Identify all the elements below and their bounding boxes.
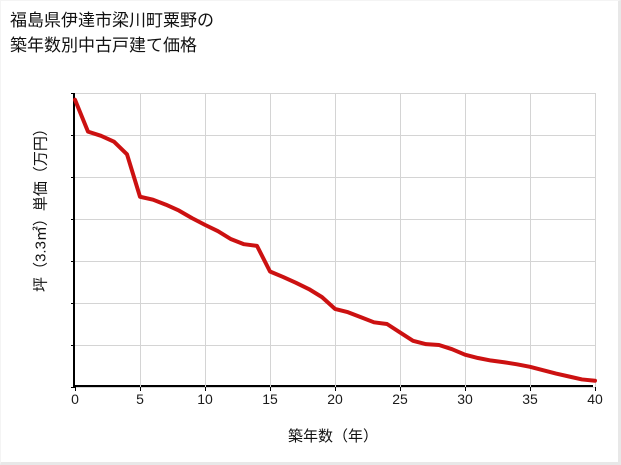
gridline-vertical <box>140 93 141 387</box>
x-tick-label: 20 <box>327 391 343 407</box>
y-tick-mark <box>71 387 75 388</box>
x-tick-mark <box>270 387 271 391</box>
x-tick-mark <box>400 387 401 391</box>
x-tick-mark <box>205 387 206 391</box>
gridline-vertical <box>465 93 466 387</box>
x-tick-label: 15 <box>262 391 278 407</box>
y-tick-mark <box>71 219 75 220</box>
y-tick-mark <box>71 93 75 94</box>
gridline-vertical <box>530 93 531 387</box>
price-trend-line <box>73 97 597 383</box>
y-tick-mark <box>71 177 75 178</box>
x-tick-mark <box>530 387 531 391</box>
x-tick-mark <box>465 387 466 391</box>
x-tick-label: 40 <box>587 391 603 407</box>
x-tick-mark <box>75 387 76 391</box>
gridline-vertical <box>270 93 271 387</box>
x-tick-mark <box>595 387 596 391</box>
y-tick-mark <box>71 261 75 262</box>
x-tick-mark <box>140 387 141 391</box>
x-tick-label: 30 <box>457 391 473 407</box>
gridline-vertical <box>595 93 596 387</box>
gridline-vertical <box>400 93 401 387</box>
y-tick-mark <box>71 135 75 136</box>
x-axis-label: 築年数（年） <box>287 428 378 445</box>
x-tick-label: 5 <box>136 391 144 407</box>
gridline-vertical <box>205 93 206 387</box>
y-axis-label: 坪（3.3㎡）単価（万円） <box>32 121 50 292</box>
x-tick-label: 25 <box>392 391 408 407</box>
x-tick-mark <box>335 387 336 391</box>
page-title: 福島県伊達市梁川町粟野の 築年数別中古戸建て価格 <box>10 11 214 55</box>
x-tick-label: 10 <box>197 391 213 407</box>
y-tick-mark <box>71 345 75 346</box>
x-tick-label: 0 <box>71 391 79 407</box>
x-tick-label: 35 <box>522 391 538 407</box>
gridline-vertical <box>335 93 336 387</box>
y-axis-label-wrapper: 坪（3.3㎡）単価（万円） <box>0 0 50 292</box>
y-tick-mark <box>71 303 75 304</box>
